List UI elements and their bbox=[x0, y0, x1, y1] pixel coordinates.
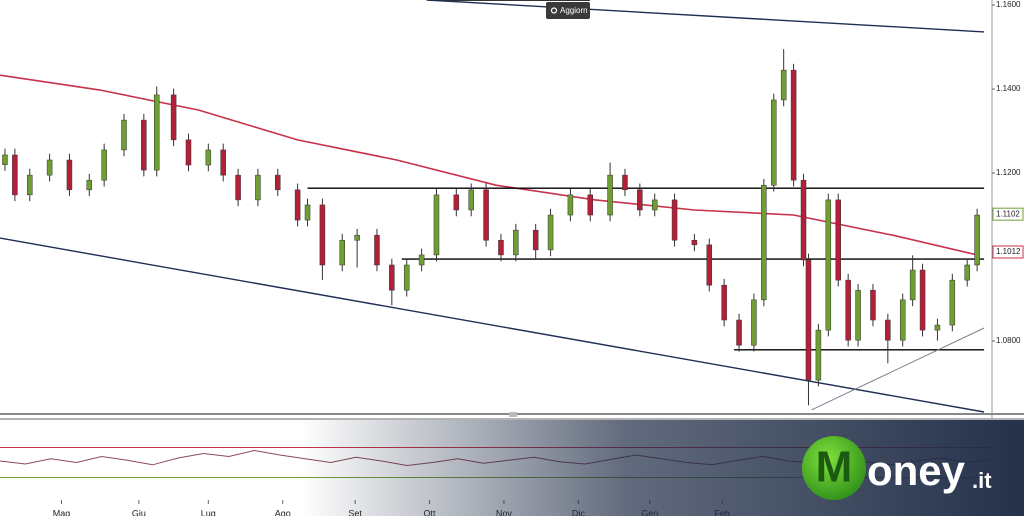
price-label: 1.1012 bbox=[996, 247, 1021, 256]
candle-body bbox=[141, 119, 147, 171]
candle-body bbox=[389, 264, 395, 291]
candle-body bbox=[46, 159, 53, 176]
candle-body bbox=[587, 194, 593, 216]
y-tick-label: 1.1600 bbox=[996, 0, 1021, 9]
candle-body bbox=[706, 244, 713, 286]
toolbar-button[interactable]: Aggiorn bbox=[546, 2, 590, 19]
candle-body bbox=[607, 174, 613, 216]
candle-body bbox=[885, 319, 891, 341]
candle-body bbox=[567, 194, 574, 216]
candle-body bbox=[185, 139, 192, 166]
price-label-box bbox=[992, 245, 1024, 259]
candle-body bbox=[418, 254, 425, 266]
x-tick-label: Giu bbox=[132, 508, 146, 516]
candle-body bbox=[855, 289, 861, 341]
logo-suffix: .it bbox=[972, 468, 992, 493]
y-tick-label: 1.1200 bbox=[996, 168, 1021, 177]
candle-body bbox=[547, 214, 554, 251]
candle-body bbox=[86, 179, 93, 191]
candle-body bbox=[468, 189, 474, 211]
candle-body bbox=[721, 284, 727, 321]
button-label[interactable]: Aggiorn bbox=[560, 6, 588, 15]
trend-line bbox=[0, 237, 985, 413]
candle-body bbox=[934, 324, 941, 331]
candle-body bbox=[637, 189, 643, 211]
y-tick-label: 1.1400 bbox=[996, 84, 1021, 93]
price-label-box bbox=[992, 207, 1024, 221]
x-tick-label: Lug bbox=[201, 508, 216, 516]
candle-body bbox=[805, 259, 812, 381]
candle-body bbox=[453, 194, 460, 211]
candle-body bbox=[815, 329, 822, 381]
price-label: 1.1102 bbox=[996, 209, 1020, 218]
logo-text: oney bbox=[867, 447, 966, 494]
candle-body bbox=[532, 229, 539, 251]
candle-body bbox=[27, 174, 33, 196]
candle-body bbox=[513, 229, 519, 256]
trend-line bbox=[811, 327, 985, 411]
candle-body bbox=[909, 269, 916, 301]
candle-body bbox=[671, 199, 678, 241]
candle-body bbox=[374, 234, 380, 266]
candle-body bbox=[255, 174, 261, 201]
candle-body bbox=[294, 189, 301, 221]
button-icon bbox=[550, 7, 558, 14]
candle-body bbox=[220, 149, 226, 176]
splitter-handle[interactable] bbox=[509, 412, 517, 417]
candle-body bbox=[870, 289, 876, 321]
button-bg[interactable] bbox=[546, 2, 590, 19]
candle-body bbox=[835, 199, 841, 281]
candle-body bbox=[339, 239, 345, 266]
candle-body bbox=[622, 174, 628, 191]
candle-body bbox=[790, 69, 797, 181]
candle-body bbox=[919, 269, 926, 331]
candle-body bbox=[403, 264, 410, 291]
candle-body bbox=[899, 299, 906, 341]
x-tick-label: Mag bbox=[53, 508, 71, 516]
candle-body bbox=[761, 184, 767, 301]
logo: M oney .it bbox=[802, 436, 992, 500]
x-tick-label: Ago bbox=[275, 508, 291, 516]
banner-overlay bbox=[300, 420, 1024, 516]
candle-body bbox=[304, 204, 311, 221]
candle-body bbox=[771, 99, 777, 186]
candle-body bbox=[121, 119, 127, 151]
candle-body bbox=[2, 154, 8, 165]
candle-body bbox=[780, 69, 787, 101]
candle-body bbox=[845, 279, 851, 341]
candle-body bbox=[800, 179, 807, 261]
candle-body bbox=[974, 214, 980, 266]
logo-circle bbox=[802, 436, 866, 500]
candle-body bbox=[153, 94, 160, 171]
candle-body bbox=[66, 159, 73, 191]
candle-body bbox=[170, 94, 177, 141]
candle-body bbox=[205, 149, 212, 166]
candle-body bbox=[651, 199, 658, 211]
candle-body bbox=[101, 149, 107, 181]
candle-body bbox=[736, 319, 742, 346]
candle-body bbox=[275, 174, 281, 191]
candle-body bbox=[319, 204, 326, 266]
candle-body bbox=[235, 174, 241, 201]
candle-body bbox=[691, 239, 698, 246]
plot-area bbox=[0, 0, 985, 413]
y-tick-label: 1.0800 bbox=[996, 336, 1021, 345]
candle-body bbox=[949, 279, 956, 326]
candle-body bbox=[825, 199, 832, 331]
trend-line bbox=[426, 0, 985, 33]
logo-initial: M bbox=[816, 443, 853, 492]
candle-body bbox=[751, 299, 757, 346]
candle-body bbox=[433, 194, 440, 256]
candle-body bbox=[964, 264, 970, 281]
candle-body bbox=[354, 234, 360, 241]
candle-body bbox=[483, 189, 489, 241]
candle-body bbox=[12, 154, 18, 196]
candle-body bbox=[498, 239, 504, 256]
